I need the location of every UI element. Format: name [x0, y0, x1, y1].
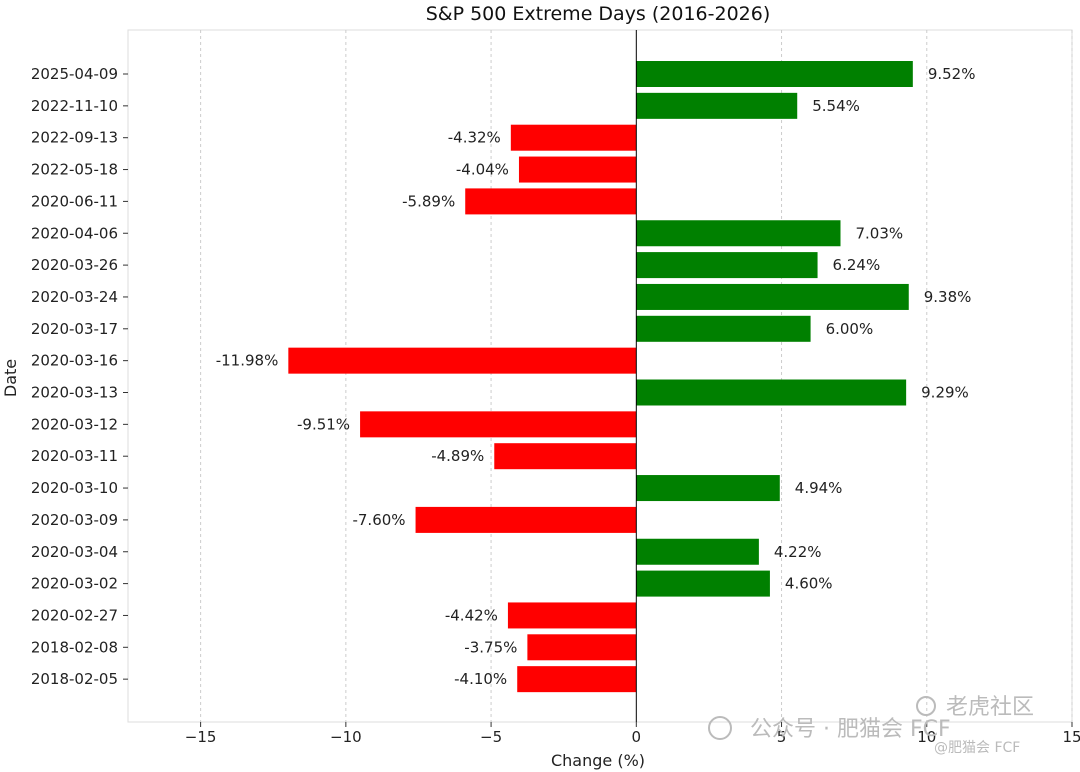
x-axis-label: Change (%): [551, 751, 645, 770]
y-tick-label: 2020-03-02: [31, 575, 118, 593]
data-label: 4.22%: [774, 543, 822, 561]
data-label: 7.03%: [856, 224, 904, 242]
x-tick-label: −10: [330, 728, 362, 746]
y-tick-label: 2020-03-17: [31, 320, 118, 338]
y-tick-label: 2020-03-04: [31, 543, 118, 561]
data-label: -4.89%: [431, 447, 484, 465]
data-label: 6.00%: [826, 320, 874, 338]
bar-2020-04-06: [636, 220, 841, 247]
x-tick-layer: −15 −10 −5 0 5 10 15: [185, 722, 1080, 746]
label-layer: 9.52% 5.54% -4.32% -4.04%-5.89% 7.03% 6.24% 9.…: [216, 65, 976, 688]
data-label: -4.32%: [448, 129, 501, 147]
wechat-icon: [708, 716, 732, 740]
bar-2020-02-27: [507, 602, 637, 629]
y-tick-label: 2020-03-10: [31, 479, 118, 497]
data-label: -4.10%: [454, 670, 507, 688]
y-tick-label: 2022-11-10: [31, 97, 118, 115]
y-tick-label: 2025-04-09: [31, 65, 118, 83]
data-label: 4.60%: [785, 575, 833, 593]
bar-2020-03-11: [494, 443, 637, 470]
data-label: 9.29%: [921, 384, 969, 402]
data-label: 6.24%: [833, 256, 881, 274]
bar-2022-11-10: [636, 92, 798, 119]
y-axis-label: Date: [1, 359, 20, 397]
x-tick-label: 10: [917, 728, 936, 746]
bar-2020-03-24: [636, 283, 909, 310]
x-tick-label: 15: [1062, 728, 1080, 746]
data-label: 9.52%: [928, 65, 976, 83]
bar-2020-03-02: [636, 570, 770, 597]
data-label: -4.42%: [445, 606, 498, 624]
bar-2020-03-26: [636, 252, 818, 279]
data-label: -5.89%: [402, 192, 455, 210]
bar-layer: [288, 61, 913, 693]
y-tick-label: 2020-03-12: [31, 415, 118, 433]
grid-layer: [200, 30, 1073, 722]
data-label: 4.94%: [795, 479, 843, 497]
y-tick-label: 2018-02-05: [31, 670, 118, 688]
bar-2020-06-11: [465, 188, 637, 215]
bar-2022-09-13: [510, 124, 637, 151]
x-tick-label: −5: [480, 728, 502, 746]
y-tick-label: 2022-09-13: [31, 129, 118, 147]
data-label: 9.38%: [924, 288, 972, 306]
bar-2020-03-10: [636, 475, 780, 502]
watermark-handle: @肥猫会 FCF: [934, 740, 1020, 756]
y-tick-label: 2020-03-16: [31, 352, 118, 370]
tiger-icon: [916, 696, 936, 716]
y-tick-label: 2018-02-08: [31, 638, 118, 656]
y-tick-label: 2020-03-09: [31, 511, 118, 529]
y-tick-label: 2020-03-11: [31, 447, 118, 465]
data-label: -3.75%: [464, 638, 517, 656]
bar-2020-03-16: [288, 347, 637, 374]
y-tick-layer: 2025-04-09 2022-11-10 2022-09-13 2022-05-18…: [31, 65, 128, 688]
x-tick-label: 5: [777, 728, 787, 746]
bar-2022-05-18: [518, 156, 637, 183]
data-label: 5.54%: [812, 97, 860, 115]
chart-title: S&P 500 Extreme Days (2016-2026): [426, 3, 771, 25]
bar-2020-03-04: [636, 538, 759, 565]
y-tick-label: 2020-03-13: [31, 384, 118, 402]
data-label: -7.60%: [352, 511, 405, 529]
data-label: -11.98%: [216, 352, 279, 370]
y-tick-label: 2020-06-11: [31, 192, 118, 210]
bar-2020-03-13: [636, 379, 907, 406]
bar-2020-03-17: [636, 315, 811, 342]
y-tick-label: 2020-03-26: [31, 256, 118, 274]
y-tick-label: 2020-03-24: [31, 288, 118, 306]
y-tick-label: 2022-05-18: [31, 161, 118, 179]
bar-2018-02-05: [517, 666, 637, 693]
x-tick-label: −15: [185, 728, 217, 746]
bar-2018-02-08: [527, 634, 637, 661]
bar-2020-03-09: [415, 506, 637, 533]
data-label: -9.51%: [297, 415, 350, 433]
bar-2020-03-12: [360, 411, 637, 438]
y-tick-label: 2020-02-27: [31, 606, 118, 624]
watermark-text: 公众号 · 肥猫会 FCF: [750, 717, 951, 742]
data-label: -4.04%: [456, 161, 509, 179]
y-tick-label: 2020-04-06: [31, 224, 118, 242]
x-tick-label: 0: [632, 728, 642, 746]
watermark-brand: 老虎社区: [946, 695, 1034, 720]
watermark: 公众号 · 肥猫会 FCF 老虎社区 @肥猫会 FCF: [708, 695, 1034, 756]
bar-2025-04-09: [636, 61, 913, 87]
